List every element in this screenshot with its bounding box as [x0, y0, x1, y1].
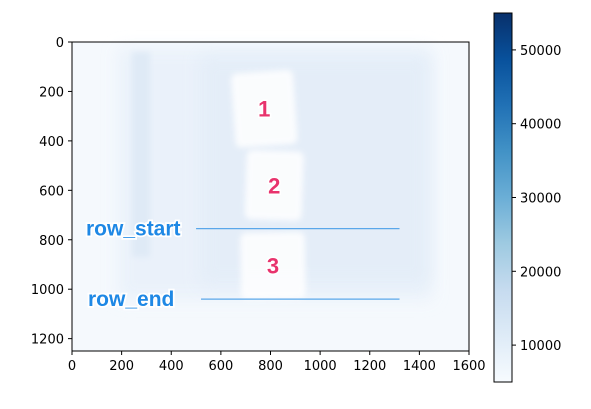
region-2: 2	[244, 149, 304, 221]
heatmap-image: 1 2 3	[72, 42, 469, 351]
x-tick-label: 800	[258, 359, 283, 374]
x-tick-label: 0	[68, 359, 76, 374]
x-tick-label: 600	[208, 359, 233, 374]
region-block	[240, 231, 306, 300]
x-tick-label: 1000	[304, 359, 337, 374]
x-tick-label: 1400	[403, 359, 436, 374]
colorbar-tick-label: 30000	[520, 192, 561, 207]
region-1: 1	[231, 69, 298, 148]
x-tick-label: 400	[159, 359, 184, 374]
y-tick-label: 800	[39, 234, 64, 249]
x-tick-label: 1600	[452, 359, 485, 374]
y-tick-label: 1000	[31, 283, 64, 298]
region-block	[244, 149, 304, 221]
x-tick-label: 200	[109, 359, 134, 374]
region-label: 2	[268, 173, 280, 198]
annotation-label-row-start: row_start	[86, 218, 181, 241]
y-tick-label: 400	[39, 135, 64, 150]
colorbar-tick-label: 50000	[520, 44, 561, 59]
y-tick-label: 0	[56, 36, 64, 51]
colorbar-tick-label: 20000	[520, 265, 561, 280]
region-label: 3	[267, 254, 279, 279]
x-tick-label: 1200	[353, 359, 386, 374]
region-block	[231, 69, 298, 148]
region-3: 3	[240, 231, 306, 300]
y-tick-label: 1200	[31, 333, 64, 348]
annotation-label-row-end: row_end	[88, 288, 174, 311]
y-tick-label: 600	[39, 184, 64, 199]
colorbar-tick-label: 40000	[520, 118, 561, 133]
colorbar-tick-label: 10000	[520, 339, 561, 354]
colorbar	[494, 13, 512, 382]
y-tick-label: 200	[39, 85, 64, 100]
region-label: 1	[258, 97, 270, 122]
